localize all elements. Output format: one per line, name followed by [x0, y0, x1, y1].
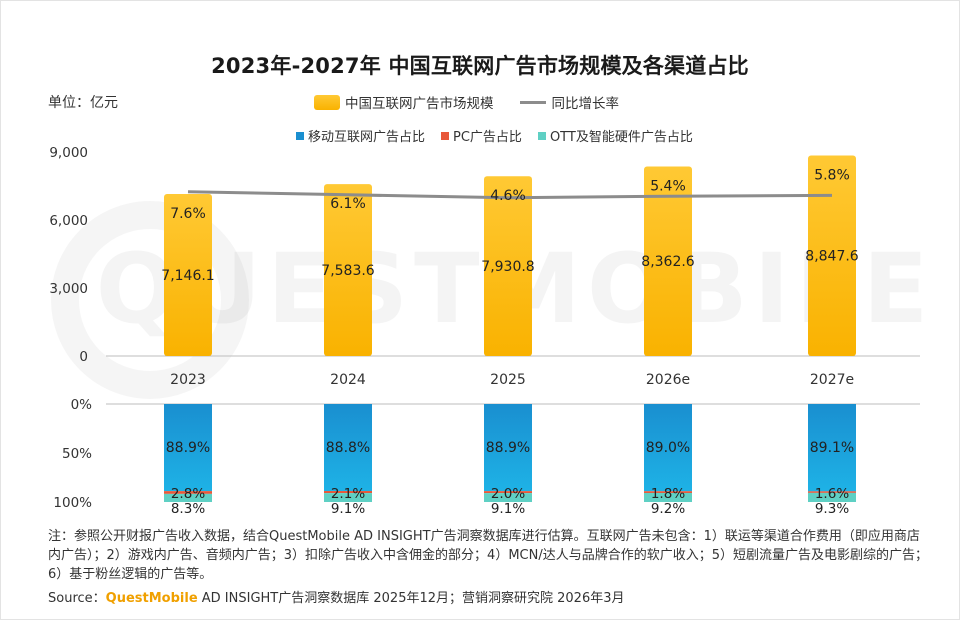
bar-mobile-share	[644, 404, 692, 492]
legend-swatch-bar	[314, 94, 340, 110]
x-tick-label: 2026e	[646, 372, 690, 388]
mobile-share-label: 88.8%	[326, 440, 370, 456]
mobile-share-label: 89.0%	[646, 440, 690, 456]
legend-swatch-pc	[441, 131, 450, 140]
x-tick-label: 2027e	[810, 372, 854, 388]
bar-market-size	[808, 155, 856, 356]
bar-pc-share	[808, 491, 856, 493]
footnote: 注：参照公开财报广告收入数据，结合QuestMobile AD INSIGHT广…	[48, 529, 928, 582]
bar-mobile-share	[164, 404, 212, 492]
mobile-share-label: 88.9%	[486, 440, 530, 456]
bar-value-label: 7,583.6	[321, 263, 375, 279]
bar-market-size	[484, 176, 532, 356]
legend-label: 中国互联网广告市场规模	[345, 96, 494, 112]
bar-pc-share	[164, 491, 212, 494]
bar-mobile-share	[808, 404, 856, 492]
pc-share-label: 1.6%	[815, 486, 849, 502]
unit-label: 单位：亿元	[48, 95, 118, 111]
watermark-logo-ring	[51, 201, 249, 399]
legend-label: OTT及智能硬件广告占比	[549, 130, 693, 145]
legend-bottom: 移动互联网广告占比 PC广告占比 OTT及智能硬件广告占比	[296, 126, 719, 145]
bar-mobile-share	[484, 404, 532, 492]
x-tick-label: 2023	[170, 372, 206, 388]
source-line: Source：QuestMobile AD INSIGHT广告洞察数据库 202…	[48, 587, 625, 606]
legend-item-pc: PC广告占比	[441, 126, 522, 145]
y-tick-label: 3,000	[49, 281, 88, 297]
bar-ott-share	[164, 493, 212, 502]
legend-item-market-size: 中国互联网广告市场规模	[314, 92, 494, 112]
x-tick-label: 2025	[490, 372, 526, 388]
source-prefix: Source：	[48, 591, 106, 606]
ott-share-label: 9.3%	[815, 501, 849, 517]
legend-swatch-line	[519, 100, 546, 104]
legend-item-ott: OTT及智能硬件广告占比	[537, 126, 693, 145]
growth-rate-label: 6.1%	[330, 196, 366, 212]
source-brand: QuestMobile	[105, 591, 198, 606]
mobile-share-label: 88.9%	[166, 440, 210, 456]
bar-value-label: 7,146.1	[161, 268, 214, 284]
bar-value-label: 7,930.8	[481, 259, 534, 275]
pc-share-label: 2.1%	[331, 486, 365, 502]
growth-rate-label: 5.8%	[814, 167, 850, 183]
legend-swatch-ott	[537, 131, 546, 140]
legend-label: PC广告占比	[453, 130, 522, 145]
bar-market-size	[644, 166, 692, 356]
y-tick-label-share: 50%	[62, 446, 92, 462]
growth-rate-line	[187, 190, 833, 200]
ott-share-label: 9.2%	[651, 501, 685, 517]
y-tick-label-share: 100%	[53, 495, 92, 511]
bar-market-size	[164, 194, 212, 356]
y-tick-label: 6,000	[49, 213, 88, 229]
growth-rate-label: 5.4%	[650, 178, 686, 194]
bar-pc-share	[324, 491, 372, 494]
bar-ott-share	[484, 493, 532, 502]
bar-ott-share	[644, 492, 692, 502]
bar-mobile-share	[324, 404, 372, 492]
mobile-share-label: 89.1%	[810, 440, 854, 456]
bar-pc-share	[644, 491, 692, 493]
bar-pc-share	[484, 491, 532, 494]
chart-title: 2023年-2027年 中国互联网广告市场规模及各渠道占比	[211, 54, 749, 78]
ott-share-label: 9.1%	[491, 501, 525, 517]
pc-share-label: 2.0%	[491, 486, 525, 502]
legend-swatch-mobile	[296, 131, 304, 140]
y-tick-label-share: 0%	[71, 397, 93, 413]
legend-label: 同比增长率	[551, 96, 620, 112]
ott-share-label: 8.3%	[171, 501, 205, 517]
legend-item-mobile: 移动互联网广告占比	[296, 126, 425, 145]
ott-share-label: 9.1%	[331, 501, 365, 517]
legend-top: 中国互联网广告市场规模 同比增长率	[314, 92, 645, 112]
bar-market-size	[324, 184, 372, 356]
y-tick-label: 0	[79, 349, 88, 365]
y-tick-label: 9,000	[49, 145, 88, 161]
source-rest: AD INSIGHT广告洞察数据库 2025年12月；营销洞察研究院 2026年…	[197, 591, 625, 606]
pc-share-label: 2.8%	[171, 486, 205, 502]
legend-label: 移动互联网广告占比	[308, 130, 426, 145]
growth-rate-label: 7.6%	[170, 206, 206, 222]
bar-value-label: 8,362.6	[641, 254, 695, 270]
legend-item-growth-rate: 同比增长率	[519, 92, 620, 112]
bar-value-label: 8,847.6	[805, 249, 859, 265]
pc-share-label: 1.8%	[651, 486, 685, 502]
bar-ott-share	[324, 493, 372, 502]
growth-rate-label: 4.6%	[490, 188, 526, 204]
x-tick-label: 2024	[330, 372, 366, 388]
bar-ott-share	[808, 492, 856, 502]
